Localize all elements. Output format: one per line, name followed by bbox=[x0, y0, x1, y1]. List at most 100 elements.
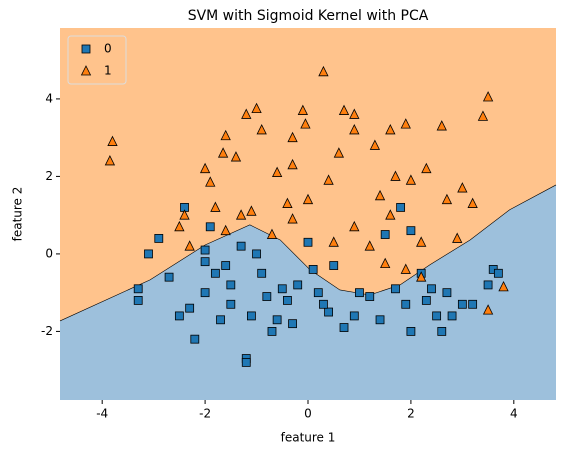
point bbox=[174, 311, 184, 321]
legend-marker bbox=[81, 44, 91, 54]
point bbox=[252, 249, 261, 259]
point bbox=[104, 155, 116, 166]
legend-label: 0 bbox=[104, 42, 112, 56]
point bbox=[339, 323, 349, 332]
point bbox=[323, 174, 334, 185]
point bbox=[375, 315, 385, 325]
point bbox=[385, 209, 396, 220]
x-tick-label: -4 bbox=[96, 407, 108, 421]
point bbox=[333, 147, 345, 158]
point bbox=[318, 65, 329, 77]
point bbox=[220, 129, 231, 141]
decision-boundary bbox=[59, 184, 557, 322]
point bbox=[437, 327, 447, 336]
point bbox=[380, 230, 390, 239]
point bbox=[477, 110, 489, 121]
point bbox=[236, 241, 246, 251]
point bbox=[338, 104, 350, 115]
point bbox=[365, 292, 375, 301]
point bbox=[482, 304, 494, 315]
point bbox=[287, 131, 298, 143]
point bbox=[262, 292, 272, 301]
point bbox=[210, 268, 220, 278]
point bbox=[133, 284, 143, 294]
point bbox=[257, 268, 267, 278]
point bbox=[267, 327, 277, 336]
legend: 01 bbox=[67, 35, 127, 85]
point bbox=[483, 280, 493, 290]
point bbox=[442, 288, 452, 298]
point bbox=[272, 315, 282, 325]
x-tick-label: 2 bbox=[407, 407, 415, 421]
chart-title: SVM with Sigmoid Kernel with PCA bbox=[188, 8, 429, 24]
point bbox=[230, 151, 242, 162]
point bbox=[468, 299, 478, 309]
point bbox=[391, 284, 400, 294]
point bbox=[288, 319, 297, 329]
point bbox=[217, 147, 229, 158]
point bbox=[498, 280, 509, 292]
legend-label: 1 bbox=[104, 64, 112, 78]
point bbox=[216, 315, 225, 325]
point bbox=[277, 284, 287, 294]
y-tick-label: 4 bbox=[45, 91, 53, 105]
point bbox=[133, 296, 143, 305]
point bbox=[220, 224, 231, 236]
point bbox=[406, 226, 416, 236]
point bbox=[226, 280, 236, 290]
point bbox=[226, 299, 236, 309]
point bbox=[349, 220, 360, 232]
legend-box bbox=[67, 35, 127, 85]
point bbox=[319, 299, 328, 309]
point bbox=[266, 228, 278, 239]
point bbox=[247, 311, 256, 321]
point bbox=[432, 311, 442, 321]
region-above bbox=[60, 28, 556, 321]
point bbox=[107, 135, 118, 146]
point bbox=[400, 263, 411, 274]
plot-area bbox=[59, 28, 557, 400]
point bbox=[308, 265, 318, 274]
x-tick-label: -2 bbox=[199, 407, 211, 421]
point bbox=[205, 176, 216, 187]
point bbox=[349, 124, 360, 135]
point bbox=[355, 288, 364, 298]
point bbox=[349, 311, 359, 321]
point bbox=[374, 189, 386, 201]
point bbox=[457, 299, 467, 309]
point bbox=[385, 124, 396, 135]
point bbox=[283, 296, 292, 305]
point bbox=[457, 182, 468, 193]
point bbox=[210, 201, 221, 212]
point bbox=[421, 162, 432, 174]
point bbox=[297, 104, 309, 115]
point bbox=[441, 193, 453, 205]
point bbox=[246, 205, 257, 216]
point bbox=[406, 327, 416, 336]
point bbox=[293, 280, 303, 290]
point bbox=[200, 257, 210, 267]
y-tick-label: 2 bbox=[45, 169, 53, 183]
point bbox=[185, 303, 195, 313]
point bbox=[369, 139, 381, 150]
point bbox=[144, 249, 153, 259]
point bbox=[364, 240, 375, 251]
point bbox=[329, 261, 339, 270]
point bbox=[421, 296, 431, 305]
point bbox=[324, 307, 333, 317]
region-below bbox=[60, 184, 556, 400]
point bbox=[199, 162, 211, 174]
point bbox=[396, 203, 406, 212]
point bbox=[241, 108, 252, 119]
point bbox=[328, 236, 339, 247]
point bbox=[179, 209, 190, 220]
point bbox=[416, 236, 427, 247]
point bbox=[452, 232, 463, 243]
point bbox=[400, 118, 411, 129]
x-tick-label: 0 bbox=[304, 407, 312, 421]
point bbox=[447, 311, 457, 321]
point bbox=[251, 102, 262, 113]
point bbox=[349, 108, 360, 119]
x-axis-label: feature 1 bbox=[281, 431, 336, 445]
y-tick-label: -2 bbox=[41, 324, 53, 338]
